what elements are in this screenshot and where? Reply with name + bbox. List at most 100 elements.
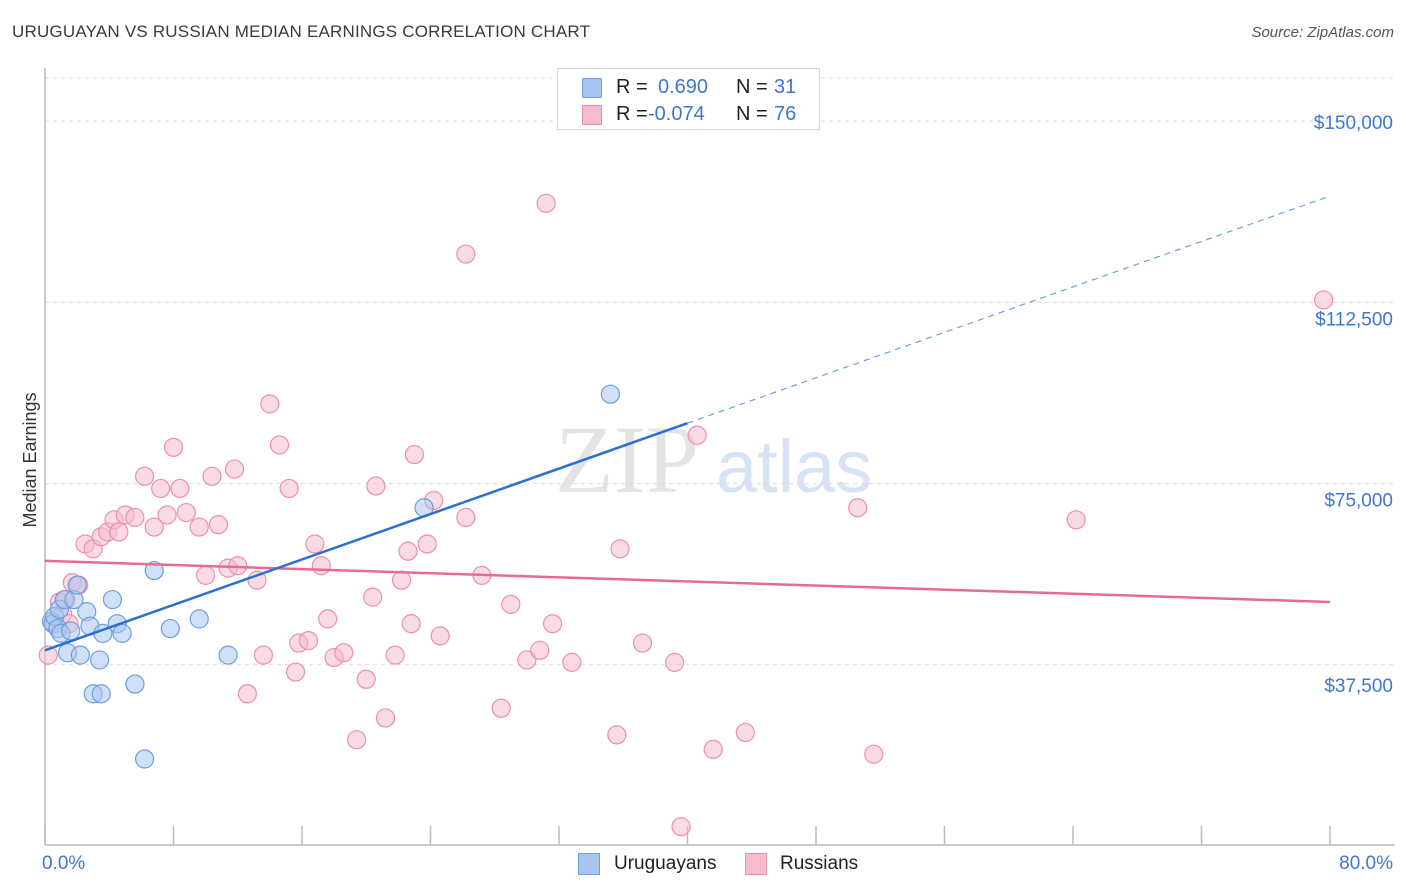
- uruguayan-point: [70, 645, 90, 665]
- russian-point: [665, 652, 685, 672]
- russian-point: [530, 640, 550, 660]
- legend-row-uruguayans: R = 0.690 N = 31: [558, 73, 819, 101]
- uruguayans-legend-label: Uruguayans: [614, 853, 717, 874]
- russian-point: [237, 684, 257, 704]
- uruguayan-point: [189, 609, 209, 629]
- russian-point: [125, 507, 145, 528]
- legend-row-russians: R = -0.074 N = 76: [558, 100, 819, 128]
- russian-point: [607, 725, 627, 745]
- n-value: 31: [774, 76, 797, 98]
- russian-point: [144, 517, 164, 537]
- uruguayans-trendline-extension: [687, 195, 1331, 424]
- r-value: -0.074: [648, 103, 705, 125]
- russian-point: [196, 565, 216, 585]
- russian-point: [456, 244, 476, 264]
- russian-point: [363, 587, 383, 607]
- uruguayan-point: [134, 749, 155, 769]
- russian-point: [417, 534, 437, 554]
- russian-point: [375, 708, 396, 728]
- russian-point: [398, 541, 418, 561]
- russians-legend-swatch: [745, 853, 767, 875]
- russian-point: [134, 466, 155, 486]
- uruguayans-legend-swatch: [578, 853, 600, 875]
- russian-point: [391, 570, 412, 590]
- russian-point: [687, 425, 707, 445]
- russian-point: [404, 444, 425, 465]
- russian-point: [864, 744, 884, 764]
- watermark-zip: ZIP: [555, 406, 699, 513]
- y-tick-label: $150,000: [1314, 113, 1393, 134]
- russians-swatch: [582, 105, 602, 125]
- uruguayan-point: [112, 623, 132, 643]
- russian-point: [430, 626, 450, 646]
- uruguayans-trendline: [44, 421, 688, 652]
- russian-point: [318, 609, 338, 629]
- r-label: R =: [616, 103, 648, 125]
- russian-point: [385, 645, 405, 665]
- russians-trendline: [44, 559, 1331, 604]
- uruguayan-point: [102, 589, 123, 610]
- russian-point: [562, 652, 582, 672]
- watermark-atlas: atlas: [716, 425, 872, 508]
- russian-point: [253, 645, 274, 665]
- russian-point: [224, 459, 245, 479]
- russian-point: [305, 534, 325, 554]
- russian-point: [260, 394, 280, 414]
- russian-point: [176, 502, 196, 523]
- uruguayan-point: [218, 645, 238, 665]
- russian-point: [735, 722, 755, 743]
- source-label: Source: ZipAtlas.com: [1251, 24, 1394, 41]
- russians-legend-label: Russians: [780, 853, 859, 874]
- uruguayan-point: [61, 621, 81, 641]
- r-value: 0.690: [658, 76, 709, 98]
- russian-point: [356, 669, 376, 689]
- russian-point: [38, 645, 58, 665]
- russian-point: [311, 556, 331, 576]
- russian-point: [208, 515, 229, 535]
- y-tick-label: $37,500: [1324, 676, 1393, 697]
- uruguayan-point: [160, 618, 180, 639]
- russian-point: [1313, 290, 1334, 310]
- russian-point: [703, 739, 723, 759]
- russian-point: [671, 817, 691, 837]
- russian-point: [109, 522, 129, 542]
- russian-point: [536, 193, 556, 213]
- uruguayan-point: [67, 575, 87, 595]
- russian-point: [189, 517, 209, 537]
- uruguayan-point: [125, 674, 145, 694]
- russian-point: [542, 614, 563, 634]
- uruguayan-point: [90, 650, 110, 670]
- chart-title: URUGUAYAN VS RUSSIAN MEDIAN EARNINGS COR…: [12, 22, 591, 41]
- russian-point: [163, 437, 184, 457]
- correlation-legend: R = 0.690 N = 31 R = -0.074 N = 76: [557, 68, 820, 130]
- russian-point: [151, 478, 171, 499]
- x-tick-label-min: 0.0%: [42, 853, 85, 874]
- n-label: N =: [736, 103, 768, 125]
- y-tick-label: $112,500: [1315, 309, 1393, 330]
- russian-point: [632, 633, 653, 653]
- russian-point: [366, 476, 386, 496]
- russian-point: [170, 478, 190, 499]
- uruguayan-point: [144, 560, 164, 581]
- russian-point: [285, 662, 306, 682]
- russian-point: [334, 643, 354, 663]
- russian-point: [848, 498, 868, 518]
- russian-point: [347, 730, 367, 750]
- russian-point: [279, 478, 299, 499]
- n-label: N =: [736, 76, 768, 98]
- russian-point: [269, 435, 290, 455]
- russian-point: [401, 614, 421, 634]
- russian-point: [491, 698, 511, 718]
- russian-point: [610, 539, 630, 559]
- russian-point: [1066, 510, 1086, 530]
- uruguayans-swatch: [582, 78, 602, 98]
- russian-point: [501, 594, 521, 614]
- russian-point: [157, 505, 177, 525]
- y-axis-label: Median Earnings: [20, 392, 40, 527]
- russian-point: [456, 507, 476, 528]
- uruguayan-point: [91, 684, 111, 704]
- uruguayan-point: [600, 384, 621, 404]
- n-value: 76: [774, 103, 797, 125]
- russian-point: [517, 650, 537, 670]
